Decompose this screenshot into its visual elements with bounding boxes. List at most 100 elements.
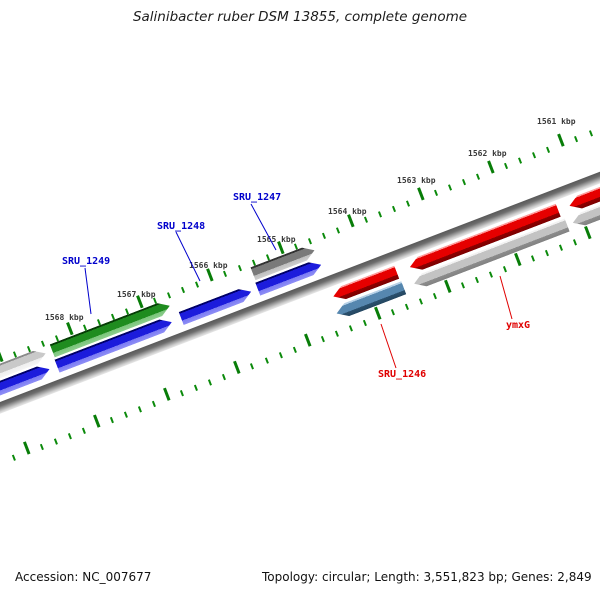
ruler-tick	[26, 345, 31, 353]
inner-tick-ruler	[11, 225, 592, 461]
ruler-tick	[93, 414, 101, 428]
ruler-tick	[346, 214, 355, 228]
gene-label-sru_1246[interactable]: SRU_1246	[378, 369, 427, 380]
ruler-tick	[363, 216, 368, 223]
ruler-label: 1564 kbp	[328, 207, 367, 216]
ruler-tick	[223, 270, 228, 277]
ruler-tick	[0, 348, 4, 363]
ruler-tick	[81, 427, 86, 435]
ruler-label: 1568 kbp	[45, 313, 84, 322]
ruler-tick	[334, 330, 339, 337]
gene-label-sru_1248[interactable]: SRU_1248	[157, 221, 206, 232]
ruler-tick	[514, 252, 522, 267]
ruler-tick	[233, 360, 241, 374]
ruler-tick	[195, 281, 200, 288]
ruler-tick	[11, 454, 16, 461]
ruler-tick	[66, 321, 74, 336]
ruler-tick	[574, 135, 579, 143]
ruler-tick	[321, 232, 326, 240]
gene-label-ymxg[interactable]: ymxG	[506, 320, 531, 331]
gene-label-sru_1249[interactable]: SRU_1249	[62, 256, 111, 267]
ruler-tick	[67, 433, 72, 440]
ruler-tick	[180, 389, 185, 397]
sru-1249-callout-line	[84, 267, 92, 315]
ruler-tick	[152, 400, 157, 408]
ruler-tick	[222, 373, 227, 381]
ruler-tick	[111, 313, 116, 320]
ruler-tick	[476, 173, 481, 180]
ruler-tick	[417, 187, 425, 201]
ruler-tick	[434, 189, 439, 197]
ruler-tick	[405, 200, 411, 207]
ruler-label: 1561 kbp	[537, 117, 576, 126]
ruler-label: 1562 kbp	[468, 149, 507, 158]
ruler-label: 1567 kbp	[117, 290, 156, 299]
ruler-tick	[545, 249, 550, 257]
ruler-tick	[320, 336, 325, 343]
ruler-tick	[432, 292, 437, 300]
ruler-tick	[504, 162, 509, 170]
ruler-tick	[518, 157, 523, 164]
sru-1246-callout-line	[380, 323, 397, 369]
ruler-tick	[573, 239, 578, 246]
ruler-tick	[391, 205, 396, 213]
ruler-tick	[487, 160, 495, 174]
ruler-tick	[22, 441, 31, 455]
topology-text: Topology: circular; Length: 3,551,823 bp…	[262, 570, 592, 584]
gene-label-sru_1247[interactable]: SRU_1247	[233, 192, 282, 203]
ruler-tick	[546, 146, 551, 153]
ruler-tick	[362, 319, 367, 327]
ruler-tick	[293, 243, 298, 250]
ruler-tick	[97, 319, 102, 326]
ruler-tick	[460, 282, 465, 289]
ruler-tick	[377, 211, 382, 218]
ruler-tick	[194, 384, 199, 391]
ruler-tick	[163, 387, 171, 401]
ruler-tick	[82, 324, 87, 331]
ruler-tick	[264, 357, 269, 364]
ruler-tick	[557, 133, 565, 147]
ruler-tick	[475, 276, 480, 284]
ruler-tick	[265, 254, 270, 261]
ruler-tick	[208, 379, 213, 386]
ruler-tick	[124, 411, 129, 418]
ruler-label: 1565 kbp	[257, 235, 296, 244]
ruler-tick	[348, 325, 353, 332]
ruler-tick	[559, 244, 564, 251]
ruler-tick	[390, 309, 395, 316]
ruler-tick	[181, 286, 186, 294]
ruler-tick	[54, 335, 59, 342]
ruler-tick	[237, 265, 242, 272]
ruler-tick	[278, 352, 283, 359]
ruler-tick	[303, 333, 312, 347]
ruler-tick	[251, 259, 256, 267]
ruler-tick	[53, 438, 58, 445]
ruler-label: 1566 kbp	[189, 261, 228, 270]
ruler-tick	[418, 298, 423, 305]
ruler-tick	[531, 255, 536, 262]
ruler-tick	[39, 443, 44, 451]
ruler-tick	[109, 416, 114, 424]
ruler-tick	[503, 265, 508, 273]
ruler-tick	[588, 130, 593, 137]
ruler-tick	[206, 268, 214, 282]
ruler-tick	[250, 363, 255, 370]
accession-text: Accession: NC_007677	[15, 570, 152, 584]
sru-1248-callout-line	[175, 231, 201, 282]
ruler-tick	[462, 178, 467, 186]
ruler-tick	[448, 184, 453, 191]
ruler-tick	[167, 292, 172, 299]
page-title: Salinibacter ruber DSM 13855, complete g…	[132, 9, 468, 25]
ruler-tick	[307, 238, 312, 245]
ruler-label: 1563 kbp	[397, 176, 436, 185]
ruler-tick	[489, 271, 494, 278]
ruler-tick	[12, 351, 17, 358]
ruler-tick	[404, 303, 409, 311]
ruler-tick	[532, 151, 537, 159]
ruler-tick	[373, 306, 382, 320]
ruler-tick	[292, 346, 297, 354]
ymxg-callout-line	[499, 275, 513, 320]
ruler-tick	[584, 225, 592, 240]
ruler-tick	[335, 227, 340, 234]
ruler-tick	[40, 340, 45, 347]
